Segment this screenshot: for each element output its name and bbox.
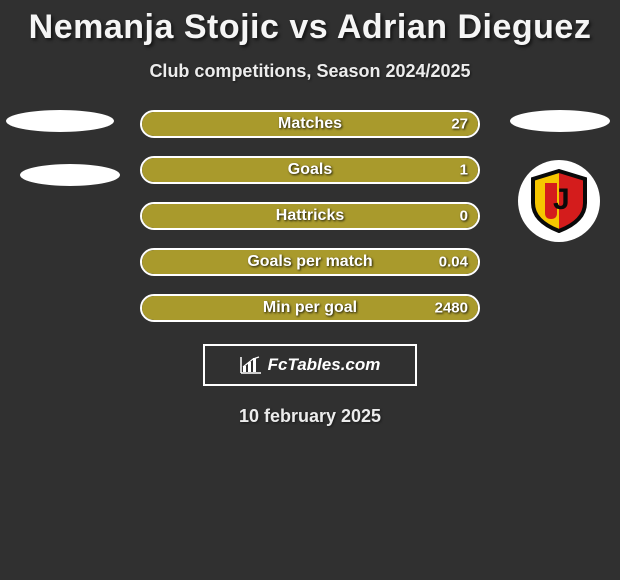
stat-bar: Goals per match 0.04 — [140, 248, 480, 276]
stats-area: J Matches 27 Goals 1 Hattricks 0 Goals per mat… — [0, 110, 620, 322]
stat-value-right: 1 — [460, 162, 468, 179]
date-label: 10 february 2025 — [0, 406, 620, 427]
placeholder-ellipse-left-1 — [6, 110, 114, 132]
placeholder-ellipse-left-2 — [20, 164, 120, 186]
stat-label: Min per goal — [263, 299, 357, 317]
brand-box[interactable]: FcTables.com — [203, 344, 417, 386]
stat-value-right: 0.04 — [439, 254, 468, 271]
svg-text:J: J — [553, 183, 570, 216]
page-title: Nemanja Stojic vs Adrian Dieguez — [0, 0, 620, 47]
stat-value-right: 0 — [460, 208, 468, 225]
placeholder-ellipse-right-1 — [510, 110, 610, 132]
stat-value-right: 27 — [451, 116, 468, 133]
stat-bar: Goals 1 — [140, 156, 480, 184]
page-subtitle: Club competitions, Season 2024/2025 — [0, 61, 620, 82]
stat-bar: Hattricks 0 — [140, 202, 480, 230]
stat-bar: Matches 27 — [140, 110, 480, 138]
club-logo-right: J — [518, 160, 600, 242]
stat-label: Matches — [278, 115, 342, 133]
stat-bar: Min per goal 2480 — [140, 294, 480, 322]
bar-fill-left — [142, 158, 303, 182]
stat-label: Goals per match — [247, 253, 372, 271]
bar-chart-icon — [240, 356, 262, 374]
stat-value-right: 2480 — [435, 300, 468, 317]
stat-label: Goals — [288, 161, 332, 179]
brand-label: FcTables.com — [268, 355, 381, 375]
stat-label: Hattricks — [276, 207, 344, 225]
stat-bars: Matches 27 Goals 1 Hattricks 0 Goals per match… — [140, 110, 480, 322]
shield-icon: J — [529, 169, 589, 233]
